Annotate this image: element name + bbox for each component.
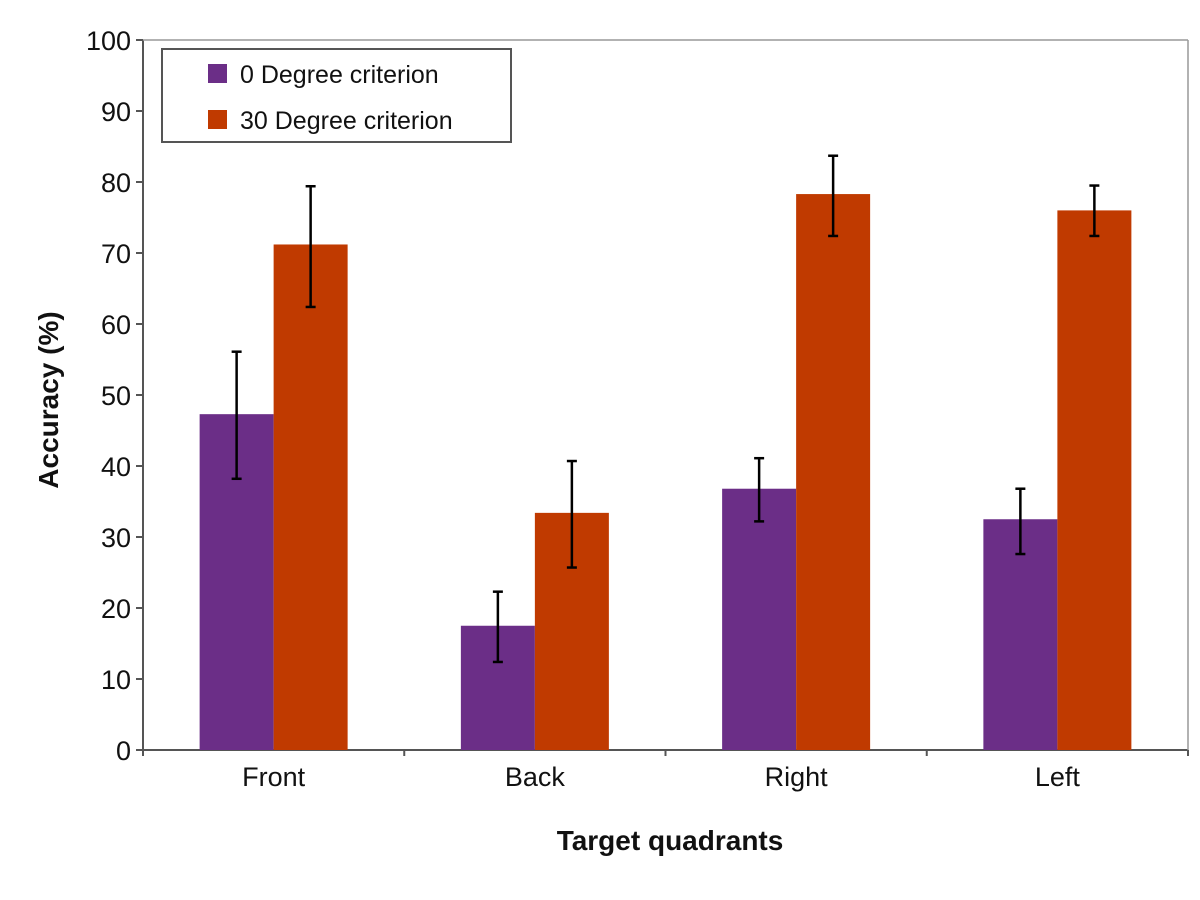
y-tick-label: 80 xyxy=(101,168,131,198)
y-tick-label: 100 xyxy=(86,26,131,56)
bar-front-series-1 xyxy=(273,244,348,751)
y-tick-label: 20 xyxy=(101,594,131,624)
x-tick-label: Front xyxy=(242,762,306,792)
y-axis-title: Accuracy (%) xyxy=(33,311,64,488)
legend: 0 Degree criterion 30 Degree criterion xyxy=(161,48,512,143)
y-tick-label: 60 xyxy=(101,310,131,340)
y-tick-label: 30 xyxy=(101,523,131,553)
legend-label-0: 0 Degree criterion xyxy=(240,61,439,89)
legend-swatch-0 xyxy=(208,64,227,83)
y-axis-ticks: 0 10 20 30 40 50 60 70 80 90 100 xyxy=(86,26,143,766)
bar-left-series-1 xyxy=(1057,210,1132,750)
x-tick-label: Back xyxy=(505,762,566,792)
x-axis-title: Target quadrants xyxy=(557,825,784,856)
bar-right-series-1 xyxy=(796,194,871,750)
x-tick-label: Right xyxy=(765,762,829,792)
legend-label-1: 30 Degree criterion xyxy=(240,107,453,135)
error-bars xyxy=(231,154,1100,664)
x-tick-label: Left xyxy=(1035,762,1081,792)
x-axis-ticks: Front Back Right Left xyxy=(142,750,1189,792)
bar-left-series-0 xyxy=(983,519,1058,750)
y-tick-label: 0 xyxy=(116,736,131,766)
y-tick-label: 50 xyxy=(101,381,131,411)
y-tick-label: 90 xyxy=(101,97,131,127)
y-tick-label: 40 xyxy=(101,452,131,482)
y-tick-label: 70 xyxy=(101,239,131,269)
bar-right-series-0 xyxy=(722,488,797,750)
y-tick-label: 10 xyxy=(101,665,131,695)
legend-swatch-1 xyxy=(208,110,227,129)
bars xyxy=(199,194,1132,751)
